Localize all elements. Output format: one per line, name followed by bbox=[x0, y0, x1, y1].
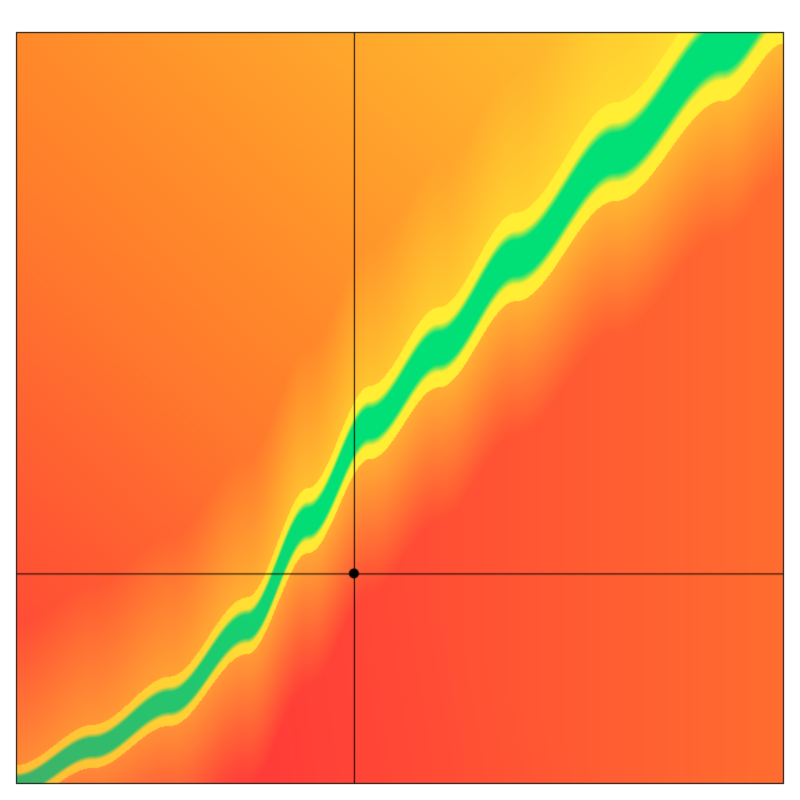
chart-container: TheBottleneck.com bbox=[0, 0, 800, 800]
bottleneck-heatmap bbox=[0, 0, 800, 800]
